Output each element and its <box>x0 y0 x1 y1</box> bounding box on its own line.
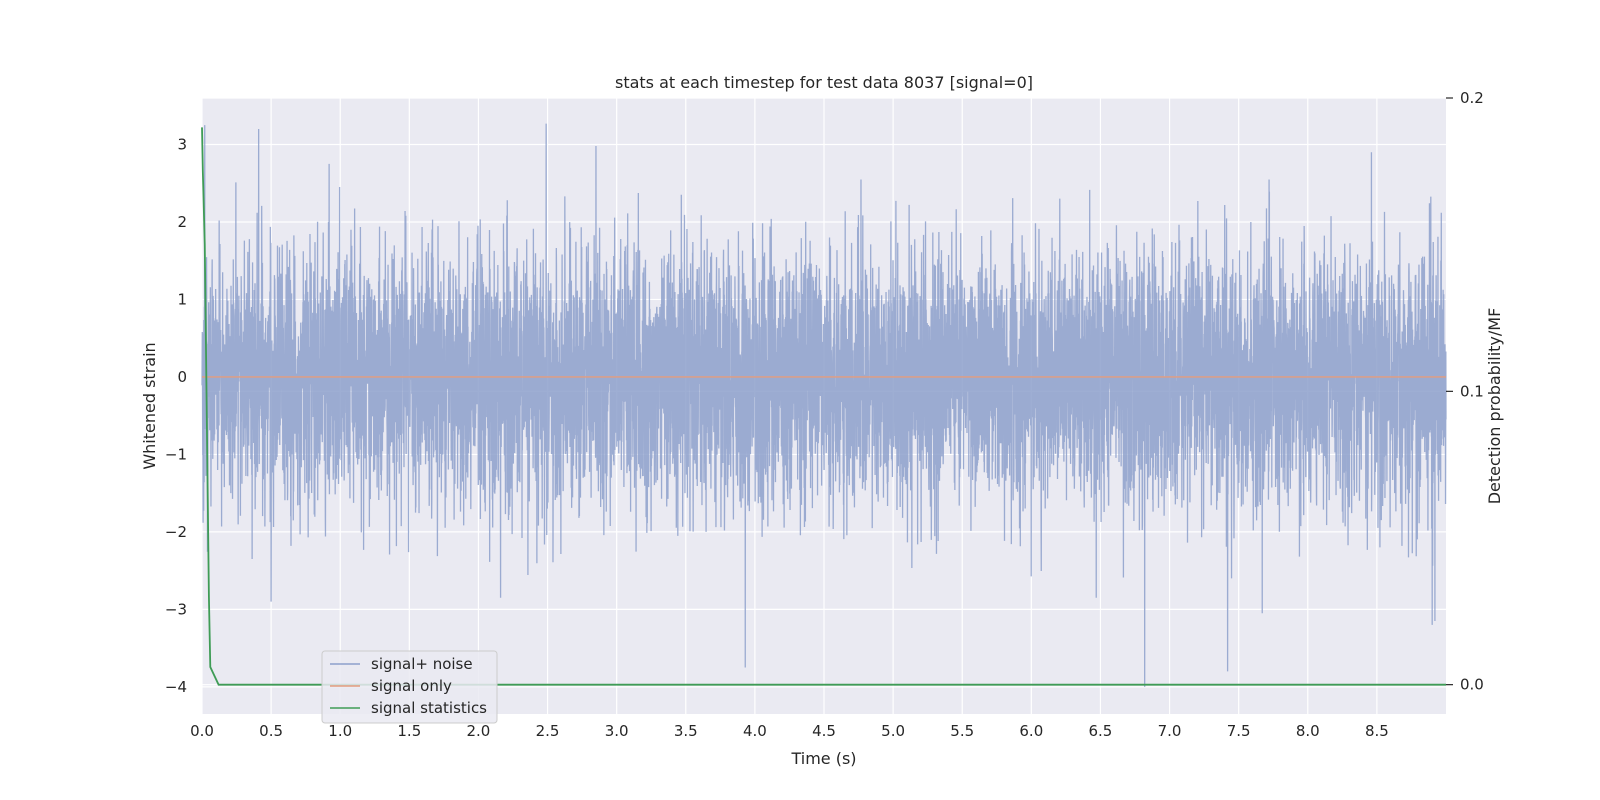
y-tick-label: 2 <box>177 213 187 231</box>
y-tick-label: −2 <box>165 523 187 541</box>
x-tick-label: 7.0 <box>1158 722 1182 740</box>
x-tick-label: 0.0 <box>190 722 214 740</box>
y2-tick-label: 0.0 <box>1460 676 1484 694</box>
x-tick-label: 2.5 <box>536 722 560 740</box>
series-signal-statistics-line <box>201 127 1446 686</box>
y-tick-label: 3 <box>177 135 187 153</box>
x-tick-label: 1.5 <box>397 722 421 740</box>
y2-tick-label: 0.1 <box>1460 382 1484 400</box>
x-tick-label: 6.0 <box>1019 722 1043 740</box>
axes-layer: 0.0 0.5 1.0 1.5 2.0 2.5 3.0 3.5 4.0 4.5 5.0 5.5 6.0 6… <box>165 89 1484 740</box>
y-tick-label: 1 <box>177 290 187 308</box>
x-tick-label: 7.5 <box>1227 722 1251 740</box>
x-axis-label: Time (s) <box>790 749 856 768</box>
x-tick-label: 8.5 <box>1365 722 1389 740</box>
x-tick-label: 5.5 <box>950 722 974 740</box>
y-tick-label: 0 <box>177 368 187 386</box>
y-tick-label: −1 <box>165 445 187 463</box>
x-tick-label: 8.0 <box>1296 722 1320 740</box>
x-tick-label: 4.5 <box>812 722 836 740</box>
y-tick-label: −3 <box>165 600 187 618</box>
legend-label-signal-noise: signal+ noise <box>371 655 473 673</box>
y2-axis-label: Detection probability/MF <box>1485 308 1504 505</box>
x-tick-label: 4.0 <box>743 722 767 740</box>
x-tick-label: 3.5 <box>674 722 698 740</box>
legend-label-signal-only: signal only <box>371 677 452 695</box>
x-tick-label: 5.0 <box>881 722 905 740</box>
legend-box <box>321 650 498 724</box>
chart-title: stats at each timestep for test data 803… <box>615 73 1033 92</box>
x-tick-label: 1.0 <box>328 722 352 740</box>
y-axis-label: Whitened strain <box>140 342 159 469</box>
legend: signal+ noise signal only signal statist… <box>321 650 498 724</box>
y2-tick-label: 0.2 <box>1460 89 1484 107</box>
series-layer <box>201 123 1447 687</box>
y-tick-label: −4 <box>165 678 187 696</box>
legend-label-signal-statistics: signal statistics <box>371 699 487 717</box>
x-tick-label: 3.0 <box>605 722 629 740</box>
x-tick-label: 0.5 <box>259 722 283 740</box>
x-tick-label: 6.5 <box>1089 722 1113 740</box>
series-signal-noise-line <box>201 123 1447 687</box>
x-tick-label: 2.0 <box>467 722 491 740</box>
